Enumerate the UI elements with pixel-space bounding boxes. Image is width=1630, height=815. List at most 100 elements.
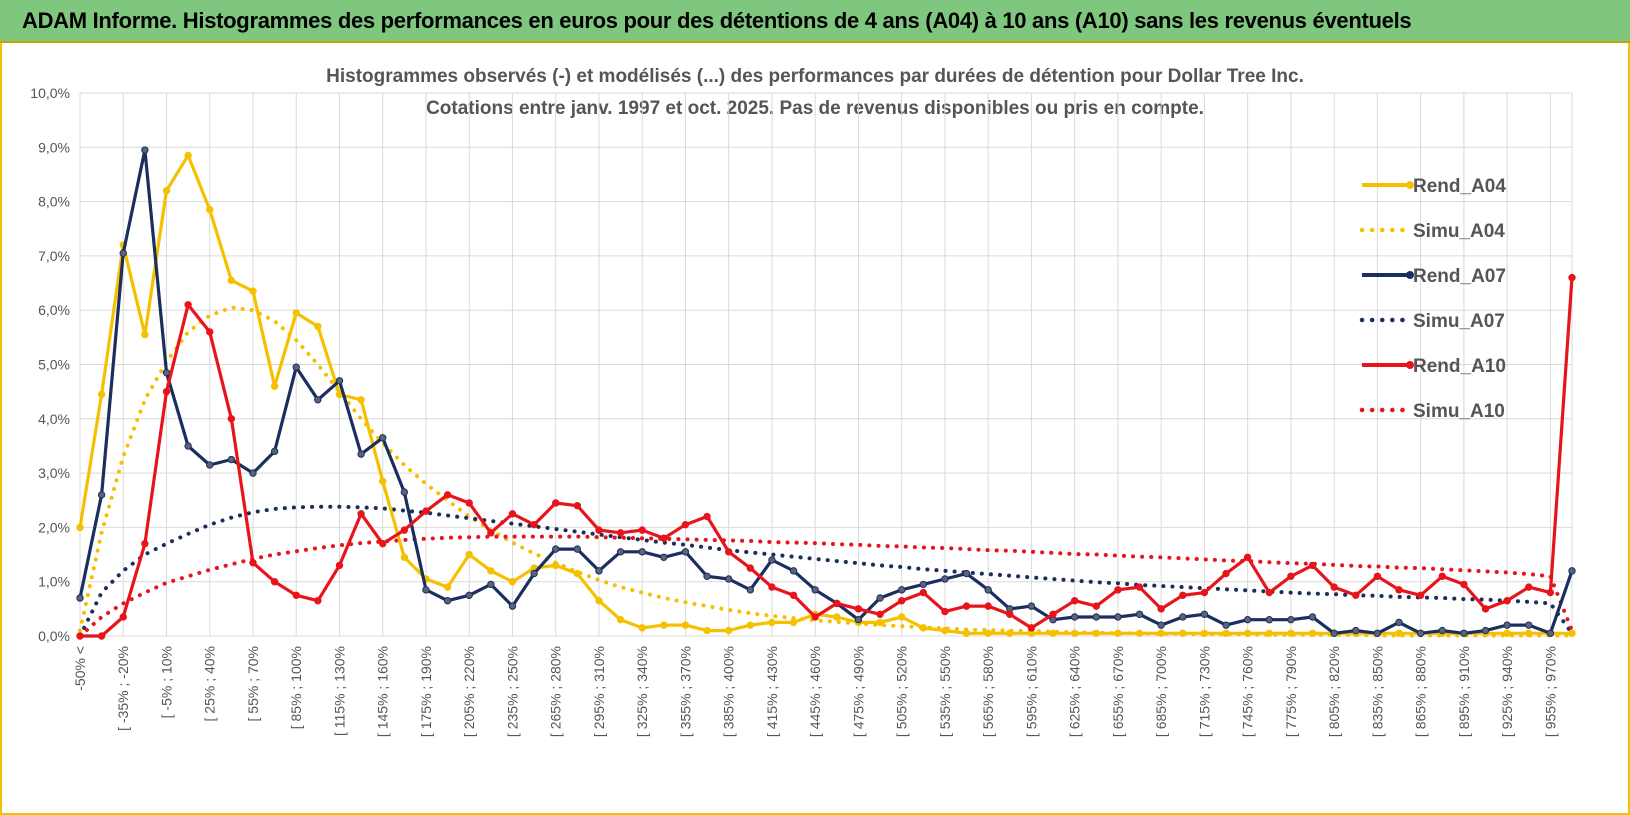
y-tick-label: 2,0% [38,519,70,535]
rend-a04-point [227,276,236,285]
rend-a10-point [184,301,192,309]
rend-a04-point [1222,629,1230,637]
x-tick-label: [ 445% ; 460% [807,646,823,737]
rend-a04-point [206,206,214,214]
rend-a10-point [1070,597,1079,605]
x-tick-label: [ 265% ; 280% [548,646,564,737]
series-simu-a10-line [78,534,1574,638]
rend-a07-point [681,548,690,556]
rend-a04-point [97,390,106,399]
rend-a04-point [1114,629,1122,637]
y-tick-label: 9,0% [38,139,70,155]
rend-a04-point [1308,629,1317,637]
rend-a10-point [1525,583,1533,591]
rend-a10-point [595,526,603,534]
rend-a07-point [638,548,646,556]
rend-a10-point [97,632,106,640]
rend-a07-point [1525,621,1533,629]
rend-a04-point [746,621,755,629]
rend-a10-point [292,591,300,599]
rend-a10-point [119,613,127,621]
rend-a10-point [919,588,928,597]
rend-a07-point [314,396,322,404]
rend-a07-point [1546,629,1555,637]
y-tick-label: 5,0% [38,357,70,373]
rend-a07-point [811,586,819,594]
rend-a07-point [530,569,538,578]
rend-a04-point [270,382,279,390]
rend-a04-point [443,583,452,591]
rend-a04-point [941,626,949,635]
rend-a07-point [789,567,798,575]
rend-a10-point [508,510,517,518]
rend-a04-point [1135,629,1144,637]
legend-simu-a10-label: Simu_A10 [1413,401,1505,422]
rend-a10-point [1568,273,1576,282]
rend-a04-point [681,621,690,629]
rend-a10-point [1243,553,1252,561]
rend-a07-point [616,548,625,556]
rend-a10-point [1027,624,1036,632]
y-tick-label: 4,0% [38,411,70,427]
x-tick-label: [ 865% ; 880% [1413,646,1429,737]
rend-a04-point [1395,629,1403,637]
rend-a07-point [1481,626,1490,635]
rend-a04-point [573,569,582,578]
rend-a07-point [854,616,863,624]
rend-a04-point [1200,629,1209,637]
rend-a10-point [1179,591,1187,599]
legend-rend-a10-marker [1406,361,1414,369]
rend-a07-point [335,377,344,385]
x-tick-label: [ 325% ; 340% [634,646,650,737]
rend-a10-point [1438,572,1446,580]
rend-a04-point [1006,629,1014,637]
series-rend-a04-line [78,153,1572,635]
rend-a10-point [400,526,409,534]
rend-a07-point [962,569,971,578]
rend-a10-point [1416,591,1425,599]
rend-a10-point [335,561,344,570]
x-tick-label: [ 625% ; 640% [1067,646,1083,737]
rend-a10-point [465,499,473,507]
rend-a07-point [1373,629,1382,637]
rend-a07-point [1114,613,1122,621]
series-simu-a07-line [78,504,1574,638]
rend-a04-point [292,309,300,317]
rend-a10-point [1006,610,1014,618]
rend-a04-point [508,578,517,586]
rend-a04-point [141,330,149,339]
rend-a10-point [422,507,430,515]
rend-a07-point [552,545,560,553]
rend-a10-point [1395,586,1403,594]
rend-a04-point [552,561,560,570]
x-tick-label: [ 385% ; 400% [721,646,737,737]
rend-a10-point [1287,572,1295,580]
rend-a10-point [487,529,495,537]
x-tick-label: [ 745% ; 760% [1240,646,1256,737]
rend-a07-point [379,434,387,442]
rend-a10-point [1200,588,1209,597]
x-tick-label: [ 145% ; 160% [375,646,391,737]
rend-a04-point [379,477,387,485]
rend-a10-point [530,520,538,529]
rend-a04-point [660,621,668,629]
rend-a04-point [1092,629,1100,637]
rend-a10-point [1352,591,1360,599]
rend-a10-point [227,415,236,423]
rend-a07-point [162,368,171,377]
rend-a07-point [487,580,495,589]
rend-a10-point [1460,580,1468,589]
rend-a10-point [1546,588,1555,597]
rend-a10-point [876,610,884,618]
rend-a10-point [1114,586,1122,594]
x-tick-label: [ 175% ; 190% [418,646,434,737]
rend-a07-point [1200,610,1209,618]
rend-a04-point [768,618,776,627]
rend-a10-point [638,526,646,534]
y-tick-label: 6,0% [38,302,70,318]
rend-a07-point [227,455,236,464]
rend-a10-point [1481,605,1490,613]
rend-a07-point [660,553,668,561]
rend-a07-point [1352,626,1360,635]
x-tick-label: [ 505% ; 520% [894,646,910,737]
